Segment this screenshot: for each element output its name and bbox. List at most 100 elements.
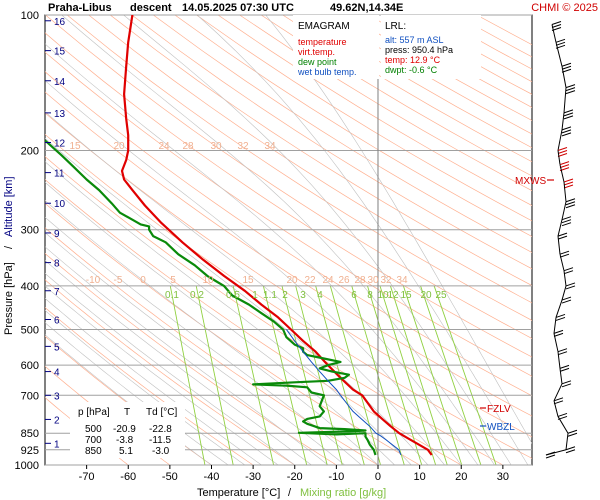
pressure-tick-label: 925 [21,445,39,457]
mixing-ratio-line [262,285,308,465]
adiabat-label: 20 [113,141,125,152]
x-tick-label: -50 [162,471,178,483]
pressure-tick-label: 700 [21,390,39,402]
wind-barb-flag [561,219,572,224]
x-tick-label: 10 [413,471,425,483]
mixing-ratio-label: 8 [367,290,373,301]
altitude-tick-label: 8 [54,259,60,270]
wind-barb-staff [557,219,563,237]
wind-barb-flag [561,296,572,301]
lrl-title: LRL: [385,21,406,32]
wind-barb-flag [561,126,572,131]
wind-barb-staff [561,201,567,220]
wind-barb-flag [563,184,574,189]
wind-barb-staff [559,368,563,384]
table-header-td: Td [°C] [146,407,177,418]
wind-barb-flag [557,348,568,353]
wind-barb-flag [557,351,568,356]
ylabel-altitude: Altitude [km] [3,176,15,237]
table-cell: 5.1 [119,446,133,457]
adiabat-label: 30 [210,141,222,152]
wind-barb-flag [565,449,576,454]
lrl-press: press: 950.4 hPa [385,45,453,55]
wind-barb-flag [557,146,568,151]
wind-barb-staff [563,181,567,202]
dry-adiabat [153,15,532,253]
station-name: Praha-Libus [48,2,112,14]
mixing-ratio-label: 0.5 [226,290,240,301]
marker-fzlv: FZLV [487,404,511,415]
wind-barb-staff [563,270,567,286]
altitude-tick-label: 5 [54,342,60,353]
wind-barb-flag [567,429,578,434]
mixing-ratio-line [232,285,275,465]
wind-barb-flag [555,38,566,43]
legend-item-virt-temp: virt.temp. [298,47,335,57]
altitude-tick-label: 10 [54,199,66,210]
dry-adiabat [109,15,532,286]
adiabat-label: 22 [304,275,316,286]
moist-adiabat [45,285,279,465]
adiabat-label: 5 [170,275,176,286]
adiabat-label: 28 [182,141,194,152]
wind-barb-flag [559,250,570,255]
wind-barb-flag [563,181,574,186]
wind-barb-staff [555,42,563,67]
adiabat-label: 28 [354,275,366,286]
pressure-tick-label: 300 [21,225,39,237]
wind-barb-staff [555,299,563,318]
legend-item-dew-point: dew point [298,57,337,67]
wind-barb-flag [565,87,576,92]
pressure-tick-label: 100 [21,10,39,22]
wind-barb-flag [551,24,562,29]
xlabel-mixing-ratio: Mixing ratio [g/kg] [300,487,386,499]
wind-barb-flag [559,367,570,372]
wind-barb-flag [553,400,564,405]
adiabat-label: 34 [264,141,276,152]
pressure-tick-label: 600 [21,360,39,372]
mixing-ratio-label: 1.1 [263,290,277,301]
wind-barb-flag [563,178,574,183]
wind-barb-flag [557,232,568,237]
wind-barb-flag [561,383,572,388]
mixing-ratio-line [379,285,437,465]
x-tick-label: 20 [455,471,467,483]
ylabel-pressure: Pressure [hPa] [3,262,15,335]
wind-barb-flag [561,62,572,67]
mixing-ratio-label: 10 [377,290,389,301]
wind-barb-flag [559,161,570,166]
wind-barb-flag [561,129,572,134]
adiabat-label: 24 [158,141,170,152]
levels-table [70,402,185,458]
wind-barb-flag [563,270,574,275]
wind-barb-flag [545,451,556,456]
wind-barb-staff [553,383,563,402]
adiabat-label: 34 [396,275,408,286]
legend-item-temperature: temperature [298,37,347,47]
lrl-alt: alt: 557 m ASL [385,35,444,45]
dry-adiabat [66,15,532,321]
profile-dew-point [45,139,377,456]
dry-adiabat [45,32,532,358]
altitude-tick-label: 15 [54,47,66,58]
wind-barb-flag [559,253,570,258]
wind-barb-staff [557,351,561,369]
adiabat-label: 30 [367,275,379,286]
altitude-tick-label: 13 [54,109,66,120]
table-header-p: p [hPa] [78,407,110,418]
lrl-temp: temp: 12.9 °C [385,55,441,65]
plot-frame [44,14,533,466]
wind-barb-staff [551,24,557,43]
wind-barb-staff [553,333,559,352]
dry-adiabat [196,15,532,222]
wind-barb-flag [559,364,570,369]
dry-adiabat [174,15,532,237]
wind-barb-flag [545,454,556,459]
wind-barb-flag [557,152,568,157]
ylabel-separator: / [3,245,15,249]
adiabat-label: 15 [242,275,254,286]
x-tick-label: -10 [328,471,344,483]
moist-adiabat [45,161,412,465]
moist-adiabat [45,273,295,465]
